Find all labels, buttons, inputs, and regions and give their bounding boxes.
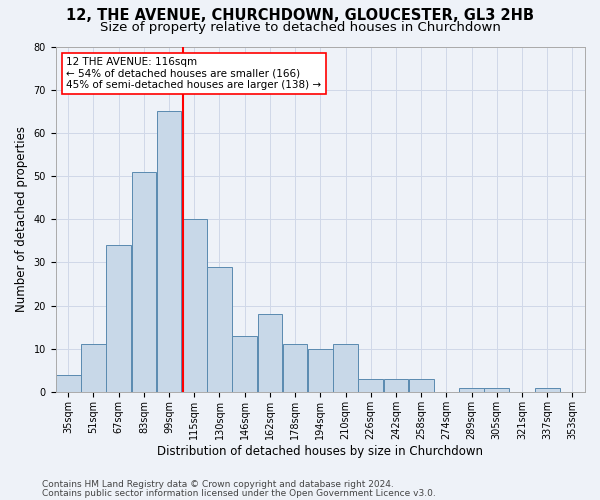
Bar [232,336,257,392]
Bar [207,266,232,392]
Bar [157,112,181,392]
Bar [106,245,131,392]
Bar [333,344,358,392]
Text: 12, THE AVENUE, CHURCHDOWN, GLOUCESTER, GL3 2HB: 12, THE AVENUE, CHURCHDOWN, GLOUCESTER, … [66,8,534,22]
Bar [81,344,106,392]
Y-axis label: Number of detached properties: Number of detached properties [15,126,28,312]
X-axis label: Distribution of detached houses by size in Churchdown: Distribution of detached houses by size … [157,444,484,458]
Bar [459,388,484,392]
Text: Contains public sector information licensed under the Open Government Licence v3: Contains public sector information licen… [42,489,436,498]
Bar [383,379,408,392]
Bar [358,379,383,392]
Bar [409,379,434,392]
Bar [535,388,560,392]
Text: 12 THE AVENUE: 116sqm
← 54% of detached houses are smaller (166)
45% of semi-det: 12 THE AVENUE: 116sqm ← 54% of detached … [66,57,322,90]
Bar [308,349,332,392]
Text: Contains HM Land Registry data © Crown copyright and database right 2024.: Contains HM Land Registry data © Crown c… [42,480,394,489]
Bar [131,172,156,392]
Bar [283,344,307,392]
Text: Size of property relative to detached houses in Churchdown: Size of property relative to detached ho… [100,21,500,34]
Bar [182,219,206,392]
Bar [257,314,282,392]
Bar [484,388,509,392]
Bar [56,374,80,392]
